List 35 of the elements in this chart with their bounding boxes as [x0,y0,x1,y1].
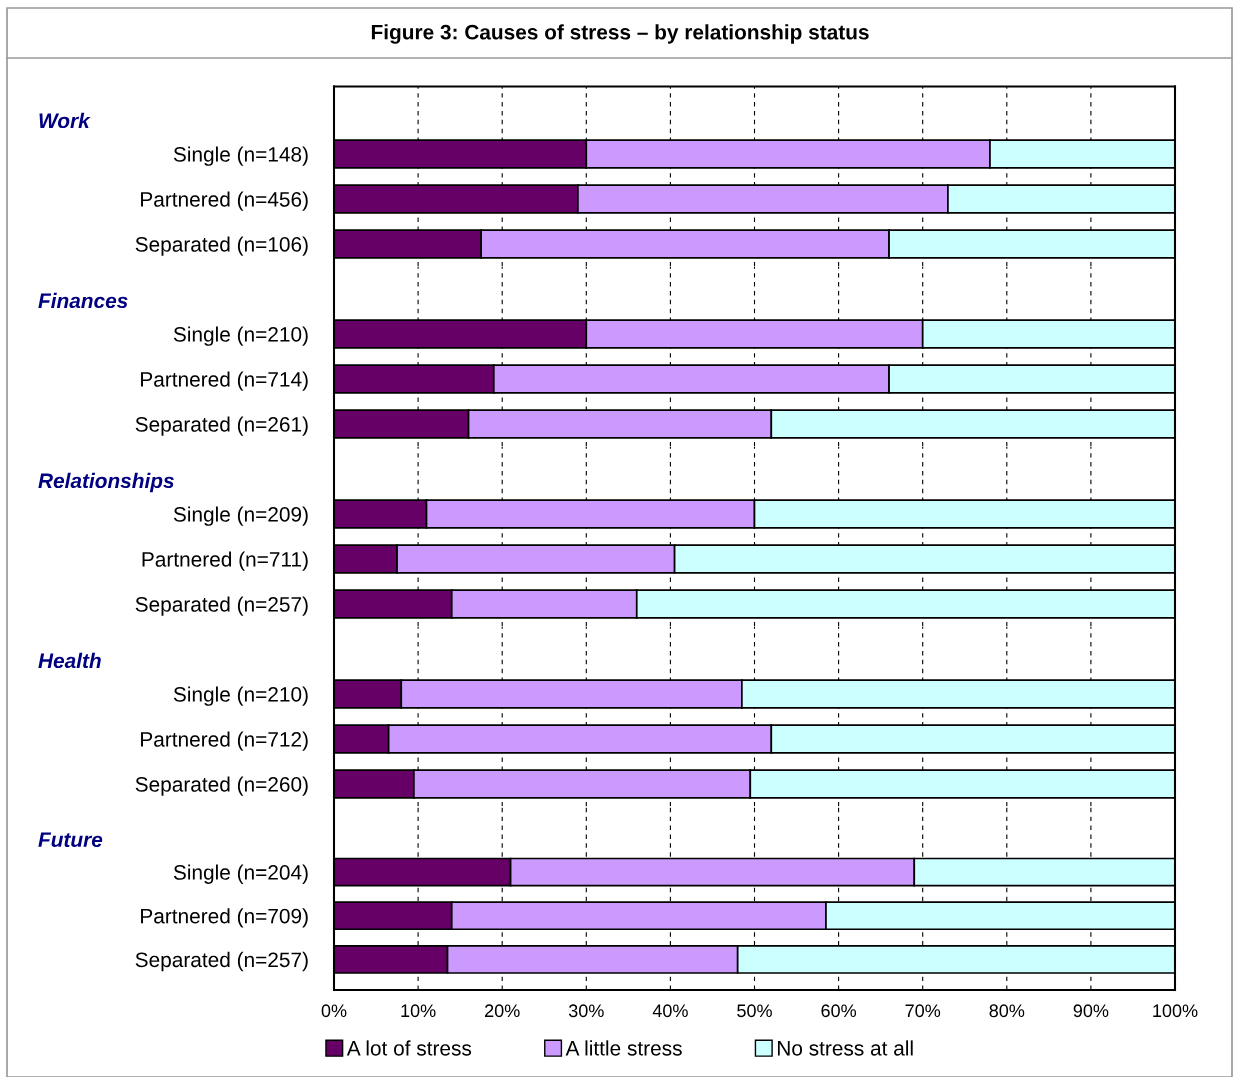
legend-label: No stress at all [777,1040,913,1056]
x-tick-label: 70% [905,1004,941,1018]
y-tick-label: Single (n=209) [173,506,308,526]
x-tick-label: 0% [321,1004,347,1018]
text: Relationships [38,472,174,493]
y-tick-label: Separated (n=106) [135,236,308,256]
x-tick-label: 50% [737,1004,772,1018]
y-tick-label: Single (n=210) [173,686,308,706]
text: Future [38,832,103,848]
x-tick-label: 60% [821,1004,857,1018]
y-tick-label: Single (n=210) [173,326,308,346]
x-tick-label: 90% [1073,1004,1109,1018]
x-tick-label: 10% [401,1004,436,1018]
x-tick-label: 30% [568,1004,604,1018]
text: Finances [38,292,128,309]
y-tick-label: Separated (n=257) [135,596,308,616]
x-tick-label: 100% [1153,1004,1198,1018]
x-tick-label: 20% [485,1004,520,1018]
y-tick-label: Partnered (n=709) [141,908,308,928]
y-tick-label: Single (n=204) [173,864,308,884]
y-tick-label: Separated (n=261) [135,416,308,436]
text: Work [39,112,91,129]
y-tick-label: Partnered (n=456) [141,191,308,211]
y-tick-label: Partnered (n=712) [141,731,308,751]
x-tick-label: 40% [652,1004,688,1018]
legend-label: A lot of stress [346,1040,472,1056]
caption: Figure 3: Causes of stress – by relationship status [371,24,869,44]
y-tick-label: Partnered (n=711) [142,551,308,571]
y-tick-label: Separated (n=260) [135,776,308,796]
x-tick-label: 80% [989,1004,1025,1018]
y-tick-label: Single (n=148) [173,146,308,166]
y-tick-label: Separated (n=257) [135,951,308,972]
text: Health [38,652,101,669]
legend-label: A little stress [565,1040,682,1056]
y-tick-label: Partnered (n=714) [141,371,308,391]
